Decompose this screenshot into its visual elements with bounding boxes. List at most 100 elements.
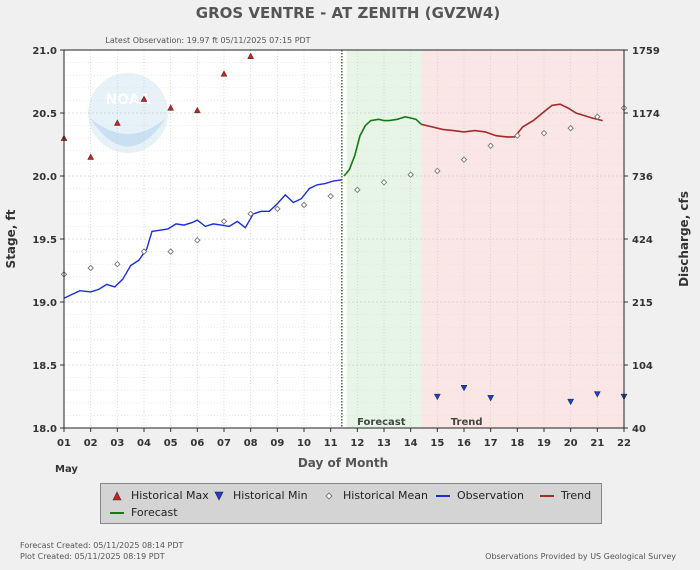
y-tick-label-left: 19.5 [32,235,57,246]
historical-mean-point [167,248,174,255]
x-tick-label: 19 [537,438,551,449]
historical-mean-point [140,248,148,255]
plot-border [63,49,625,429]
legend-item-observation: Observation [433,489,524,503]
x-tick-label: 01 [57,438,71,449]
chart-title: GROS VENTRE - AT ZENITH (GVZW4) [196,4,500,22]
triangle-up-icon [107,490,127,502]
chart-subtitle: Latest Observation: 19.97 ft 05/11/2025 … [105,36,310,45]
line-swatch-icon [433,490,453,502]
legend-item-forecast: Forecast [107,506,178,520]
forecast-created-text: Forecast Created: 05/11/2025 08:14 PDT [20,541,184,550]
y-tick-label-right: 215 [632,298,653,309]
line-swatch-icon [107,507,127,519]
historical-mean-point [87,264,94,272]
x-tick-label: 11 [324,438,338,449]
x-tick-label: 22 [617,438,631,449]
historical-max-point [220,70,228,77]
x-tick-label: 15 [430,438,444,449]
legend-item-trend: Trend [537,489,591,503]
historical-mean-point [300,201,308,209]
historical-mean-point [567,124,574,132]
historical-mean-point [327,192,334,200]
legend-item-historical-mean: Historical Mean [319,489,428,503]
historical-mean-point [407,171,414,178]
y-tick-label-right: 104 [632,361,653,372]
historical-mean-point [194,237,201,244]
historical-max-point [140,95,148,102]
historical-min-point [460,385,468,392]
historical-min-point [567,398,575,406]
forecast-line [343,115,422,177]
y-tick-label-right: 1174 [632,109,660,120]
line-swatch-icon [537,490,557,502]
x-tick-label: 13 [377,438,391,449]
plot-area: Forecast Trend NOAA 01 02 03 04 05 06 07 08 09 10 11 1… [32,46,660,449]
y-tick-label-right: 1759 [632,46,660,57]
historical-max-point [113,119,121,126]
x-tick-label: 18 [510,438,524,449]
historical-mean-point [274,205,281,212]
historical-mean-point [220,218,228,225]
historical-mean-point [354,186,361,194]
historical-mean-point [540,129,548,137]
y-tick-label-left: 18.5 [32,361,57,372]
observation-line [63,179,342,299]
historical-max-point [167,104,175,111]
historical-mean-point [380,179,388,186]
historical-mean-point [247,210,254,218]
noaa-logo-wave [90,118,166,147]
trend-line [421,103,603,138]
x-tick-label: 04 [137,438,151,449]
x-tick-label: 20 [564,438,578,449]
x-tick-label: 12 [350,438,364,449]
historical-mean-point [434,167,441,175]
plot-created-text: Plot Created: 05/11/2025 08:19 PDT [20,552,165,561]
x-tick-label: 06 [190,438,204,449]
historical-mean-point [460,156,468,163]
historical-mean-point [514,132,521,139]
historical-mean-point [594,113,601,121]
x-tick-label: 21 [590,438,604,449]
y-tick-label-left: 21.0 [32,46,57,57]
historical-min-point [433,393,441,401]
diamond-icon [319,490,339,502]
historical-mean-point [114,260,121,268]
y-axis-label-left: Stage, ft [4,209,18,268]
historical-min-point [593,391,601,398]
y-axis-label-right: Discharge, cfs [677,191,691,287]
x-tick-label: 05 [164,438,178,449]
historical-mean-point [487,142,494,149]
region-trend [421,50,624,428]
y-tick-label-right: 424 [632,235,653,246]
x-tick-label: 10 [297,438,311,449]
x-tick-label: 02 [84,438,98,449]
historical-max-point [87,153,95,160]
x-tick-label: 14 [404,438,418,449]
x-month-label: May [55,464,78,475]
region-label-trend: Trend [451,417,483,428]
x-tick-label: 07 [217,438,231,449]
historical-max-point [193,106,201,114]
x-tick-label: 17 [484,438,498,449]
x-tick-label: 08 [244,438,258,449]
y-tick-label-left: 20.0 [32,172,57,183]
x-tick-label: 03 [110,438,124,449]
noaa-logo-text: NOAA [106,92,151,108]
historical-min-point [487,395,495,402]
historical-max-point [247,52,255,59]
data-credit-text: Observations Provided by US Geological S… [485,552,676,561]
y-tick-label-right: 736 [632,172,653,183]
legend-item-historical-min: Historical Min [209,489,308,503]
legend: Historical Max Historical Min Historical… [100,483,602,524]
region-label-forecast: Forecast [357,417,406,428]
y-tick-label-left: 20.5 [32,109,57,120]
y-tick-label-left: 18.0 [32,424,57,435]
x-axis-label: Day of Month [298,456,388,470]
legend-item-historical-max: Historical Max [107,489,209,503]
y-tick-label-left: 19.0 [32,298,57,309]
x-tick-label: 16 [457,438,471,449]
y-tick-label-right: 40 [632,424,646,435]
x-tick-label: 09 [270,438,284,449]
